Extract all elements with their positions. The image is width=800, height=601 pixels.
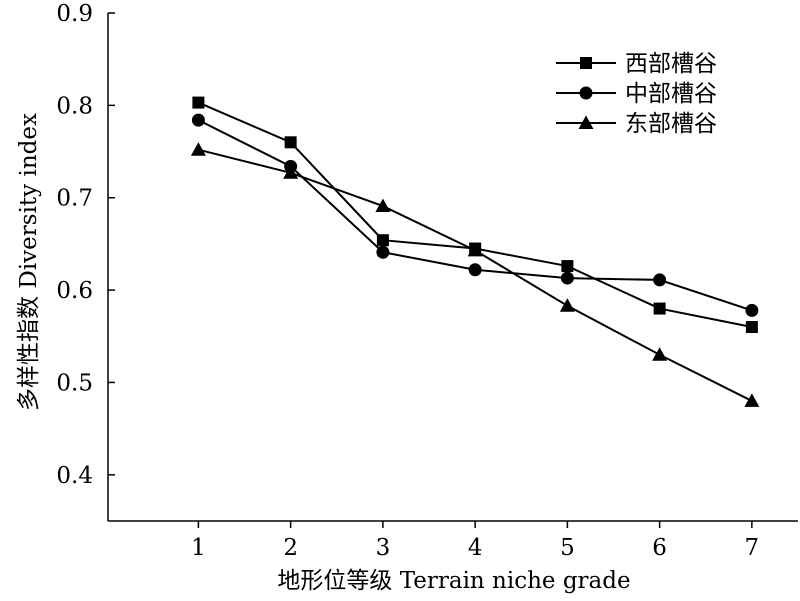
legend-marker-square	[580, 57, 592, 69]
plot-area: 0.4 0.5 0.6 0.7 0.8 0.9 1 2 3 4 5 6 7	[56, 1, 798, 561]
legend-label: 东部槽谷	[625, 111, 717, 137]
data-point-circle	[745, 303, 759, 317]
x-tick-label: 5	[560, 535, 575, 561]
data-point-square	[284, 136, 297, 149]
data-point-triangle	[467, 242, 483, 257]
legend-item-2: 中部槽谷	[556, 81, 717, 107]
y-tick-label: 0.5	[56, 370, 93, 396]
x-tick-label: 2	[283, 535, 298, 561]
legend-item-3: 东部槽谷	[556, 111, 717, 137]
y-tick-label: 0.6	[56, 278, 93, 304]
data-point-triangle	[744, 393, 760, 407]
x-tick-label: 3	[376, 535, 391, 561]
x-tick-label: 7	[745, 535, 760, 561]
y-tick-label: 0.4	[56, 463, 93, 489]
y-tick-label: 0.9	[56, 1, 93, 27]
x-tick-label: 1	[191, 535, 206, 561]
data-point-triangle	[559, 298, 575, 312]
x-tick-label: 4	[468, 535, 483, 561]
data-point-square	[192, 96, 205, 109]
y-tick-label: 0.8	[56, 93, 93, 119]
data-point-square	[376, 234, 389, 247]
x-axis-title: 地形位等级 Terrain niche grade	[277, 568, 630, 594]
x-tick-label: 6	[652, 535, 667, 561]
data-point-square	[561, 260, 574, 273]
data-point-circle	[191, 113, 205, 127]
data-point-triangle	[190, 142, 206, 156]
y-axis-title: 多样性指数 Diversity index	[16, 113, 42, 411]
legend-item-1: 西部槽谷	[556, 51, 717, 77]
series-3	[190, 142, 760, 407]
legend-marker-triangle	[578, 115, 594, 129]
legend-label: 中部槽谷	[625, 81, 717, 107]
data-point-triangle	[283, 165, 299, 179]
data-point-circle	[560, 271, 574, 285]
y-tick-label: 0.7	[56, 186, 93, 212]
data-point-circle	[468, 263, 482, 277]
legend-label: 西部槽谷	[625, 51, 717, 77]
data-point-square	[653, 302, 666, 315]
data-point-triangle	[652, 347, 668, 361]
legend-marker-circle	[579, 86, 593, 100]
data-point-square	[745, 321, 758, 334]
data-point-circle	[376, 245, 390, 259]
data-point-triangle	[375, 198, 391, 213]
series-2	[191, 113, 759, 317]
series-line	[197, 119, 753, 312]
data-point-circle	[653, 273, 667, 287]
